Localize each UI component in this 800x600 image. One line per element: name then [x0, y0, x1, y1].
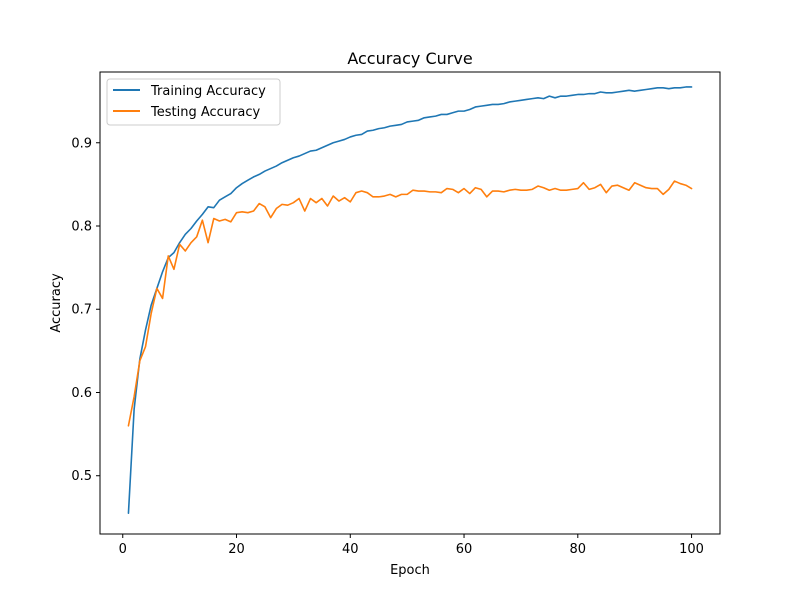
y-axis-ticks: 0.5 0.6 0.7 0.8 0.9 [71, 136, 100, 484]
plot-lines [127, 86, 693, 514]
y-tick-label: 0.8 [71, 220, 92, 235]
x-axis-label: Epoch [390, 563, 430, 578]
legend-box [106, 78, 281, 126]
series-line-training [127, 86, 693, 514]
x-tick-label: 80 [570, 542, 587, 557]
chart-title: Accuracy Curve [347, 49, 472, 68]
legend-label-training: Training Accuracy [150, 84, 266, 99]
x-tick-label: 40 [342, 542, 359, 557]
x-tick-label: 100 [679, 542, 704, 557]
y-axis-label: Accuracy [49, 273, 64, 333]
x-tick-label: 0 [119, 542, 127, 557]
x-tick-label: 60 [456, 542, 473, 557]
y-tick-label: 0.7 [71, 303, 92, 318]
x-tick-label: 20 [228, 542, 245, 557]
y-tick-label: 0.6 [71, 386, 92, 401]
legend: Training Accuracy Testing Accuracy [106, 78, 281, 126]
legend-label-testing: Testing Accuracy [150, 105, 260, 120]
y-tick-label: 0.5 [71, 469, 92, 484]
series-line-testing [127, 180, 693, 427]
plot-frame [99, 71, 721, 535]
x-axis-ticks: 0 20 40 60 80 100 [119, 534, 704, 557]
y-tick-label: 0.9 [71, 136, 92, 151]
